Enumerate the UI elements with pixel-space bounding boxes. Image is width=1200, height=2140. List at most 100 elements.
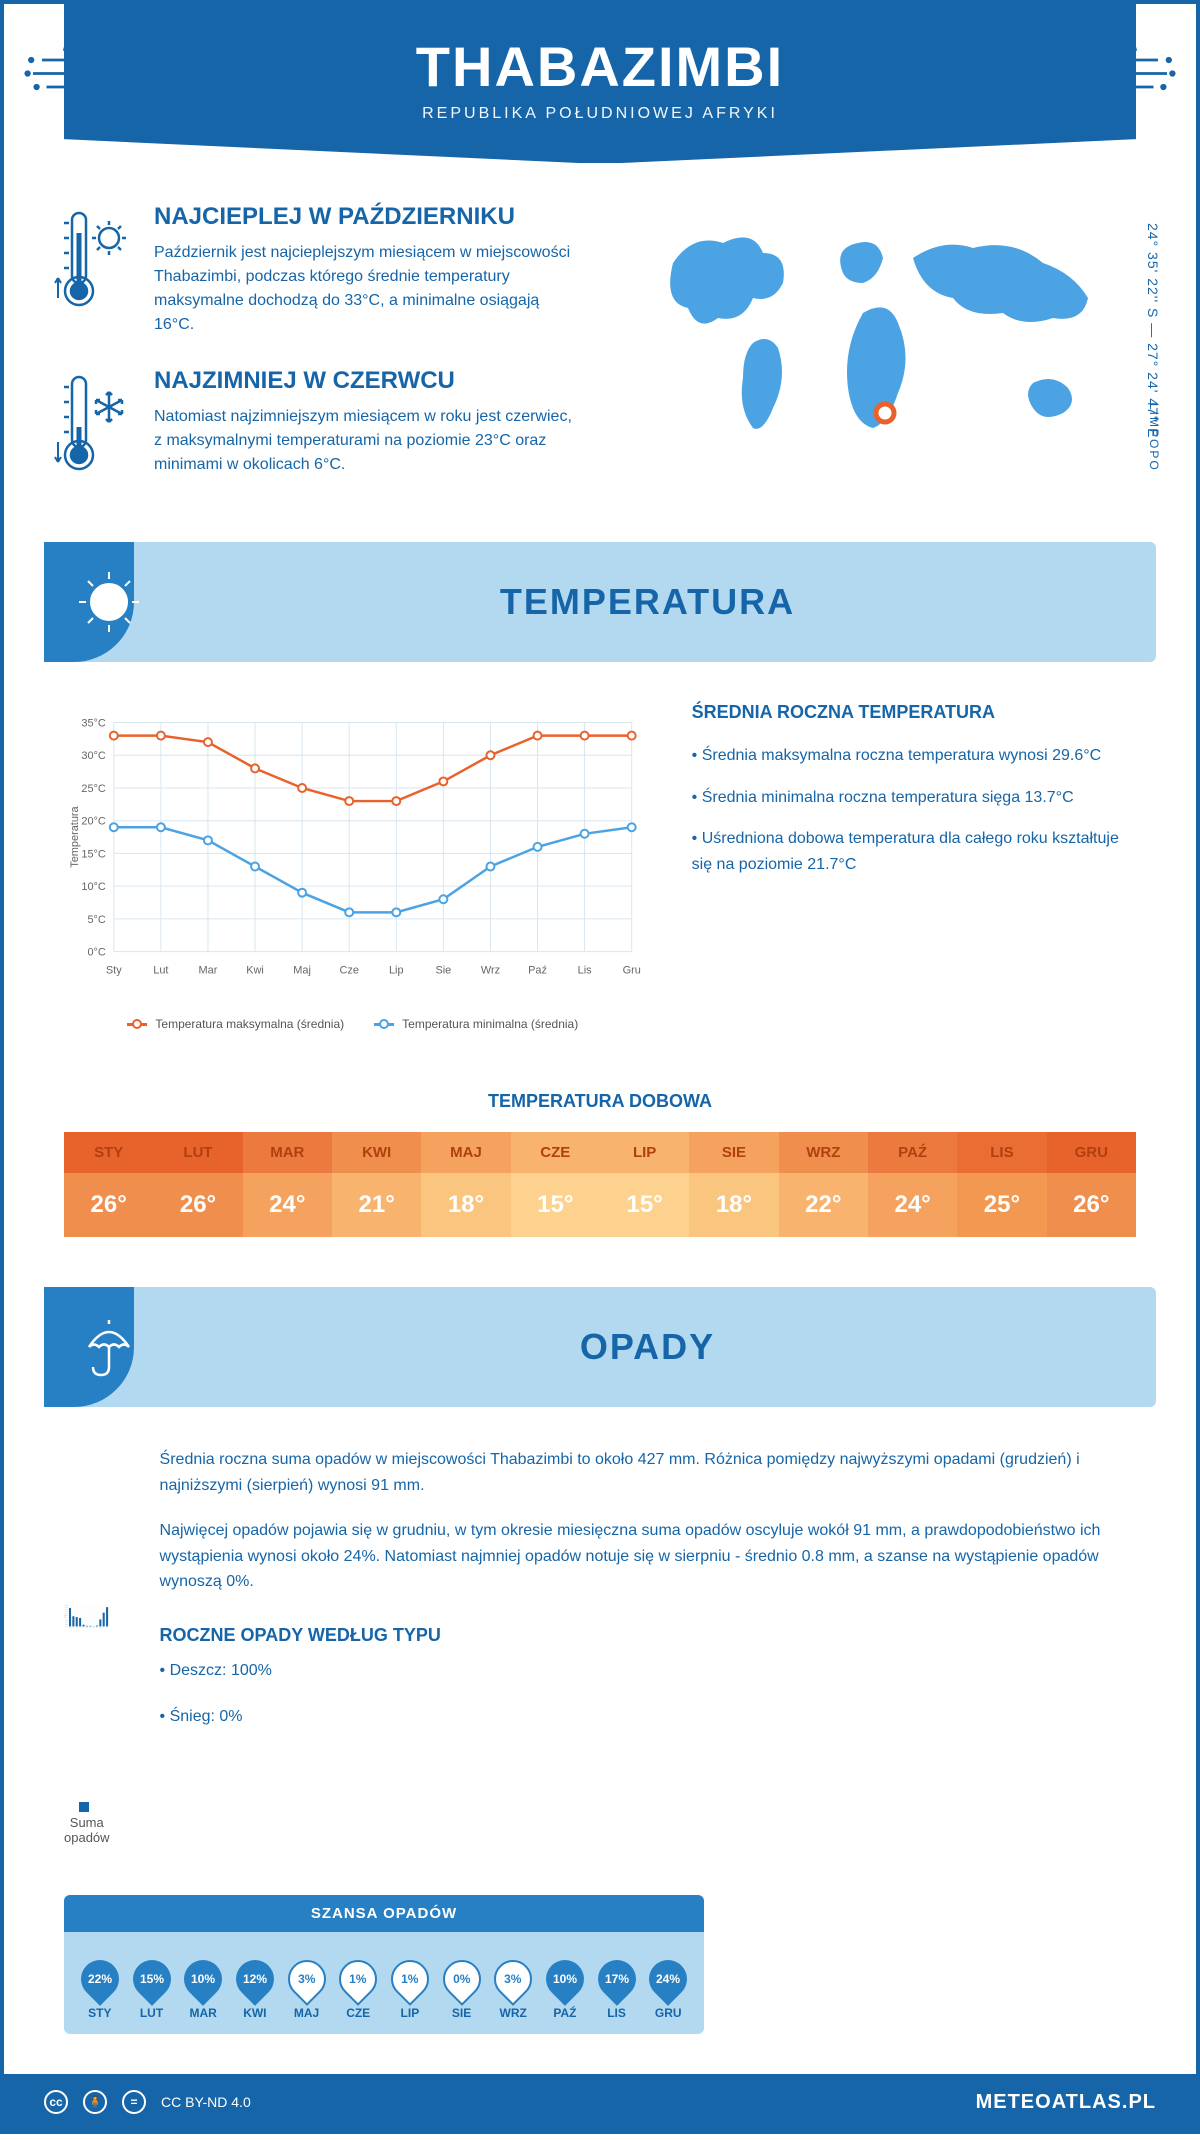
temperature-chart: 0°C 5°C 10°C 15°C 20°C 25°C 30°C 35°C Sty Lut Mar K… [64, 702, 642, 1031]
annual-temp-info: ŚREDNIA ROCZNA TEMPERATURA • Średnia mak… [692, 702, 1136, 1031]
brand: METEOATLAS.PL [976, 2091, 1156, 2114]
footer: cc 🧍 = CC BY-ND 4.0 METEOATLAS.PL [4, 2074, 1196, 2130]
svg-text:Mar: Mar [76, 1627, 78, 1629]
sun-icon [74, 567, 144, 637]
legend-min: .legend-item:nth-child(2) .legend-swatch… [374, 1017, 578, 1031]
chance-col: 24%GRU [642, 1950, 694, 2020]
daily-temp-col: STY26° [64, 1132, 153, 1237]
svg-text:Gru: Gru [623, 965, 641, 977]
svg-text:Lip: Lip [90, 1627, 92, 1629]
svg-text:40 mm: 40 mm [65, 1617, 68, 1619]
coldest-text: Natomiast najzimniejszym miesiącem w rok… [154, 405, 580, 477]
precip-legend: Suma opadów [64, 1800, 110, 1845]
svg-text:20°C: 20°C [81, 816, 106, 828]
daily-temp-col: LUT26° [153, 1132, 242, 1237]
daily-temp-col: WRZ22° [779, 1132, 868, 1237]
precipitation-chart: 0 mm10 mm20 mm30 mm40 mm50 mm60 mm70 mm8… [64, 1447, 110, 1865]
rain-chance-box: SZANSA OPADÓW 22%STY15%LUT10%MAR12%KWI3%… [64, 1895, 704, 2034]
svg-text:Sie: Sie [435, 965, 451, 977]
svg-text:30 mm: 30 mm [65, 1619, 68, 1621]
chance-col: 3%MAJ [281, 1950, 333, 2020]
svg-text:15°C: 15°C [81, 848, 106, 860]
daily-temp-col: GRU26° [1047, 1132, 1136, 1237]
svg-text:Sie: Sie [93, 1627, 95, 1629]
cc-icon: cc [44, 2090, 68, 2114]
daily-temp-table: STY26°LUT26°MAR24°KWI21°MAJ18°CZE15°LIP1… [64, 1132, 1136, 1237]
warmest-block: NAJCIEPLEJ W PAŹDZIERNIKU Październik je… [54, 203, 580, 337]
temperature-section-header: TEMPERATURA [44, 542, 1156, 662]
svg-text:Wrz: Wrz [481, 965, 500, 977]
svg-text:25°C: 25°C [81, 783, 106, 795]
svg-text:Kwi: Kwi [246, 965, 264, 977]
thermometer-hot-icon [54, 203, 134, 337]
svg-text:0 mm: 0 mm [66, 1626, 68, 1628]
precip-info: Średnia roczna suma opadów w miejscowośc… [160, 1447, 1136, 1865]
by-icon: 🧍 [83, 2090, 107, 2114]
coldest-block: NAJZIMNIEJ W CZERWCU Natomiast najzimnie… [54, 367, 580, 482]
svg-text:Sty: Sty [69, 1626, 71, 1629]
thermometer-cold-icon [54, 367, 134, 482]
chance-col: 1%LIP [384, 1950, 436, 2020]
precipitation-section-header: OPADY [44, 1287, 1156, 1407]
svg-text:5°C: 5°C [87, 914, 105, 926]
svg-text:Paź: Paź [100, 1627, 102, 1629]
svg-text:Lut: Lut [73, 1626, 75, 1629]
license-text: CC BY-ND 4.0 [161, 2094, 251, 2110]
daily-temp-col: MAJ18° [421, 1132, 510, 1237]
precipitation-title: OPADY [169, 1326, 1126, 1368]
svg-text:Paź: Paź [528, 965, 547, 977]
coldest-title: NAJZIMNIEJ W CZERWCU [154, 367, 580, 395]
svg-text:20 mm: 20 mm [65, 1621, 68, 1623]
daily-temp-col: LIS25° [957, 1132, 1046, 1237]
page-subtitle: REPUBLIKA POŁUDNIOWEJ AFRYKI [84, 105, 1116, 123]
svg-text:Wrz: Wrz [96, 1627, 98, 1629]
precip-type-title: ROCZNE OPADY WEDŁUG TYPU [160, 1625, 1136, 1646]
daily-temp-col: CZE15° [511, 1132, 600, 1237]
svg-text:10 mm: 10 mm [65, 1624, 68, 1626]
svg-text:Cze: Cze [339, 965, 358, 977]
daily-temp-col: MAR24° [243, 1132, 332, 1237]
svg-text:100 mm: 100 mm [65, 1605, 68, 1607]
svg-text:90 mm: 90 mm [65, 1607, 68, 1609]
chance-col: 17%LIS [591, 1950, 643, 2020]
chance-col: 12%KWI [229, 1950, 281, 2020]
chance-col: 10%PAŹ [539, 1950, 591, 2020]
svg-text:10°C: 10°C [81, 881, 106, 893]
warmest-text: Październik jest najcieplejszym miesiące… [154, 241, 580, 337]
svg-text:0°C: 0°C [87, 947, 105, 959]
chance-col: 15%LUT [126, 1950, 178, 2020]
chance-col: 1%CZE [332, 1950, 384, 2020]
umbrella-icon [74, 1312, 144, 1382]
svg-text:Mar: Mar [199, 965, 218, 977]
page-title: THABAZIMBI [84, 34, 1116, 99]
region-label: LIMPOPO [1147, 403, 1161, 472]
svg-text:30°C: 30°C [81, 750, 106, 762]
svg-text:Lis: Lis [103, 1627, 105, 1629]
svg-text:Lut: Lut [153, 965, 168, 977]
daily-temp-title: TEMPERATURA DOBOWA [4, 1091, 1196, 1112]
annual-temp-title: ŚREDNIA ROCZNA TEMPERATURA [692, 702, 1136, 723]
temperature-title: TEMPERATURA [169, 581, 1126, 623]
daily-temp-col: LIP15° [600, 1132, 689, 1237]
header: THABAZIMBI REPUBLIKA POŁUDNIOWEJ AFRYKI [4, 4, 1196, 163]
svg-text:Kwi: Kwi [79, 1627, 81, 1629]
daily-temp-col: PAŹ24° [868, 1132, 957, 1237]
svg-text:Lip: Lip [389, 965, 404, 977]
svg-text:Maj: Maj [83, 1627, 85, 1629]
svg-text:Lis: Lis [578, 965, 593, 977]
legend-max: .legend-item:nth-child(1) .legend-swatch… [127, 1017, 344, 1031]
svg-text:Cze: Cze [86, 1627, 88, 1629]
svg-text:80 mm: 80 mm [65, 1609, 68, 1611]
svg-text:35°C: 35°C [81, 718, 106, 730]
rain-chance-title: SZANSA OPADÓW [64, 1895, 704, 1932]
daily-temp-col: SIE18° [689, 1132, 778, 1237]
svg-text:Maj: Maj [293, 965, 311, 977]
chance-col: 0%SIE [436, 1950, 488, 2020]
svg-text:Gru: Gru [106, 1627, 108, 1629]
chance-col: 10%MAR [177, 1950, 229, 2020]
world-map [620, 203, 1146, 483]
chance-col: 3%WRZ [487, 1950, 539, 2020]
svg-text:Sty: Sty [106, 965, 122, 977]
daily-temp-col: KWI21° [332, 1132, 421, 1237]
chance-col: 22%STY [74, 1950, 126, 2020]
